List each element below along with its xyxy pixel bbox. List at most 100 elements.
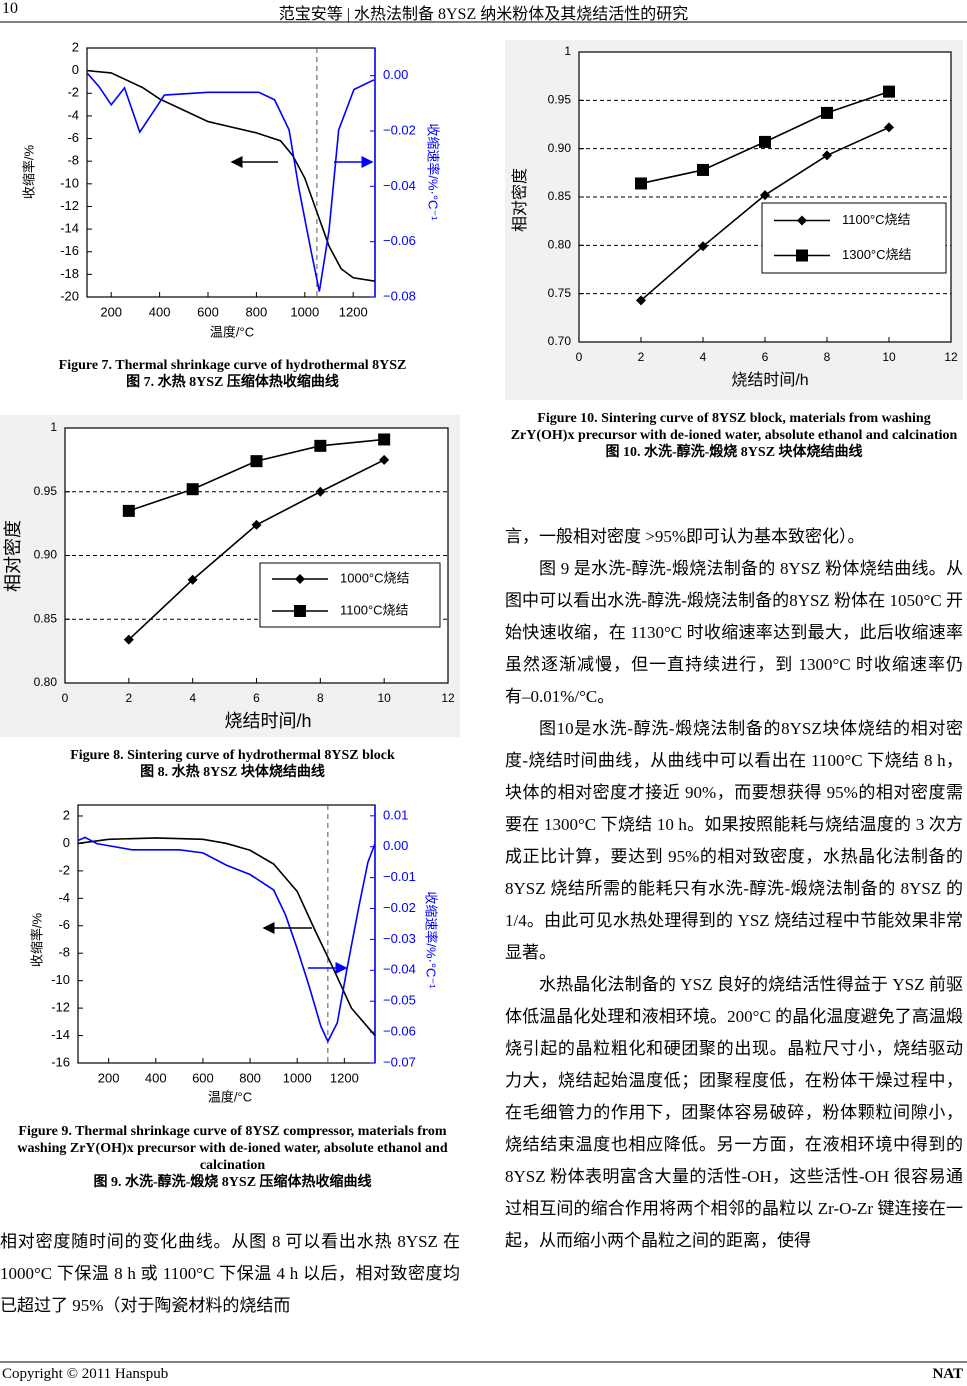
marker [294,605,306,617]
x-tick-label: 6 [253,691,260,705]
x-tick-label: 400 [149,304,171,319]
legend-label: 1300°C烧结 [842,247,912,262]
marker [697,163,709,176]
marker [378,433,391,446]
marker [635,177,647,190]
caption-zh: 图 9. 水洗-醇洗-煅烧 8YSZ 压缩体热收缩曲线 [93,1175,372,1190]
y2-tick-label: 0.00 [383,67,408,82]
y-tick-label: 0.85 [548,189,572,203]
y-tick-label: 0.95 [34,484,58,498]
y-tick-label: -4 [58,890,70,905]
paragraph: 相对密度随时间的变化曲线。从图 8 可以看出水热 8YSZ 在 1000°C 下… [0,1232,460,1315]
y-axis-label: 相对密度 [511,168,529,232]
y-tick-label: -2 [67,85,79,100]
legend-label: 1100°C烧结 [340,602,409,617]
x-tick-label: 8 [317,691,324,705]
journal: NAT [932,1366,963,1382]
y2-tick-label: −0.05 [383,993,416,1008]
y2-axis-label: 收缩速率/%·°C⁻¹ [426,123,441,221]
arrows [230,156,374,974]
y2-tick-label: −0.08 [383,288,416,303]
y-tick-label: 0.70 [548,334,572,348]
y-tick-label: 1 [564,44,571,58]
y-tick-label: -12 [51,1000,70,1015]
caption-zh: 图 7. 水热 8YSZ 压缩体热收缩曲线 [126,375,339,390]
marker [698,241,708,252]
x-tick-label: 6 [762,350,769,364]
x-tick-label: 8 [824,350,831,364]
caption-en: Figure 9. Thermal shrinkage curve of 8YS… [17,1124,448,1173]
y-tick-label: 0.90 [34,548,58,562]
marker [759,135,771,148]
paragraph: 言，一般相对密度 >95%即可认为基本致密化）。 [505,527,865,546]
y-tick-label: -20 [60,288,79,303]
y-tick-label: 2 [72,39,79,54]
marker [122,504,135,517]
y-tick-label: 1 [50,420,57,434]
caption-en: Figure 8. Sintering curve of hydrotherma… [70,748,395,763]
marker [314,439,327,452]
y-tick-label: -16 [60,243,79,258]
y-tick-label: -6 [58,917,70,932]
marker [822,150,832,161]
plot-frame [86,47,376,298]
caption: Figure 9. Thermal shrinkage curve of 8YS… [0,1123,465,1191]
x-tick-label: 1000 [290,304,319,319]
y-tick-label: -8 [67,153,79,168]
caption: Figure 10. Sintering curve of 8YSZ block… [505,410,963,461]
caption-zh: 图 8. 水热 8YSZ 块体烧结曲线 [140,765,325,780]
legend-box [259,562,441,628]
marker [379,454,390,465]
x-tick-label: 12 [944,350,958,364]
x-tick-label: 600 [192,1070,214,1085]
x-tick-label: 0 [62,691,69,705]
y-axis-label: 相对密度 [3,520,23,592]
y2-tick-label: −0.04 [383,178,416,193]
y2-tick-label: −0.02 [383,900,416,915]
x-tick-label: 200 [100,304,122,319]
y-tick-label: -10 [60,175,79,190]
x-tick-label: 800 [239,1070,261,1085]
left-column: 相对密度随时间的变化曲线。从图 8 可以看出水热 8YSZ 在 1000°C 下… [0,1226,460,1322]
y2-tick-label: 0.00 [383,838,408,853]
y-tick-label: -10 [51,972,70,987]
marker [123,634,134,645]
x-tick-label: 10 [882,350,896,364]
legend-label: 1100°C烧结 [842,212,911,227]
x-tick-label: 800 [246,304,268,319]
y-tick-label: 0.80 [34,675,58,689]
y-tick-label: -6 [67,130,79,145]
y-tick-label: 2 [63,807,70,822]
marker [295,574,305,584]
paragraph: 图 9 是水洗-醇洗-煅烧法制备的 8YSZ 粉体烧结曲线。从图中可以看出水洗-… [505,559,963,706]
marker [797,215,807,226]
marker [883,85,895,98]
y2-tick-label: 0.01 [383,807,408,822]
y-tick-label: 0.75 [548,286,572,300]
x-tick-label: 2 [638,350,645,364]
x-axis-label: 温度/°C [210,324,254,339]
y-tick-label: 0 [63,835,70,850]
marker [884,122,894,133]
marker [760,190,770,201]
y-tick-label: 0.90 [548,141,572,155]
x-tick-label: 10 [377,691,391,705]
y2-axis-label: 收缩速率/%·°C⁻¹ [424,891,439,989]
x-tick-label: 2 [125,691,132,705]
y-tick-label: 0 [72,62,79,77]
x-tick-label: 0 [576,350,583,364]
x-tick-label: 600 [197,304,219,319]
y2-tick-label: −0.06 [383,1024,416,1039]
x-axis-label: 烧结时间/h [731,371,808,389]
paragraph: 图10是水洗-醇洗-煅烧法制备的8YSZ块体烧结的相对密度-烧结时间曲线，从曲线… [505,719,963,962]
y2-tick-label: −0.07 [383,1054,416,1069]
y2-tick-label: −0.02 [383,122,416,137]
y2-tick-label: −0.01 [383,869,416,884]
y-axis-label: 收缩率/% [21,144,36,199]
caption: Figure 8. Sintering curve of hydrotherma… [0,747,465,781]
x-tick-label: 4 [700,350,707,364]
legend-label: 1000°C烧结 [340,570,410,585]
y-tick-label: -14 [60,221,79,236]
plot-frame [77,804,376,1064]
